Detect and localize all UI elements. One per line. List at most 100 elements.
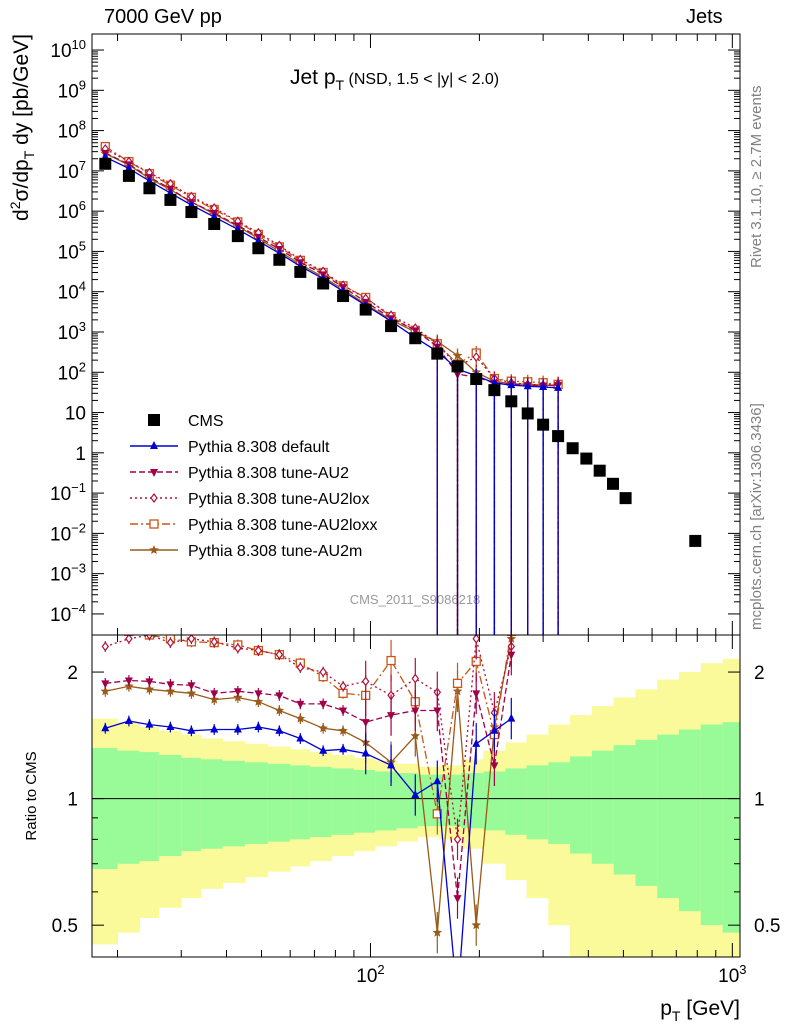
data-point — [231, 230, 244, 243]
ratio-marker-AU2m — [233, 692, 243, 702]
band-inner-bin — [267, 763, 291, 842]
ratio-marker-AU2 — [166, 681, 175, 690]
data-point — [185, 206, 198, 219]
ratio-marker-default — [319, 745, 328, 754]
band-inner-bin — [331, 768, 355, 835]
band-inner-bin — [700, 724, 724, 926]
ratio-marker-AU2lox — [210, 636, 218, 647]
y-tick-label: 108 — [58, 118, 86, 143]
ratio-marker-default — [490, 725, 499, 734]
band-inner-bin — [290, 765, 311, 840]
ratio-marker-AU2lox — [145, 635, 154, 640]
y-tick-label: 106 — [58, 198, 86, 223]
band-inner-bin — [92, 747, 119, 870]
legend-marker-AU2loxx — [149, 519, 159, 529]
ratio-marker-AU2loxx — [452, 678, 463, 689]
band-inner-bin — [139, 752, 160, 862]
y-tick-label: 10−2 — [50, 520, 86, 545]
ratio-marker-AU2 — [101, 680, 110, 689]
ratio-marker-default — [296, 733, 305, 742]
band-inner-bin — [635, 739, 658, 886]
ratio-marker-AU2 — [145, 678, 154, 687]
y-tick-label: 1 — [75, 444, 86, 465]
data-point — [99, 157, 112, 170]
ratio-marker-default — [210, 724, 219, 733]
marker-default — [124, 163, 133, 172]
ratio-marker-AU2 — [296, 700, 305, 709]
legend-label-AU2m: Pythia 8.308 tune-AU2m — [188, 543, 362, 560]
ratio-marker-AU2m — [253, 696, 264, 706]
ratio-marker-AU2m — [318, 723, 328, 733]
ratio-marker-AU2m — [100, 686, 110, 696]
ratio-y-tick-label: 1 — [67, 790, 78, 811]
data-point — [619, 492, 632, 505]
data-point — [164, 193, 177, 206]
band-inner-bin — [570, 756, 593, 854]
marker-default — [554, 382, 563, 391]
series-data — [99, 157, 702, 547]
y-tick-label: 1010 — [50, 37, 86, 62]
legend-marker-default — [150, 441, 158, 449]
ratio-marker-AU2 — [339, 707, 348, 716]
ratio-marker-AU2m — [274, 705, 285, 715]
ratio-marker-AU2 — [433, 707, 442, 716]
ratio-line-AU2m — [105, 638, 512, 933]
data-point — [431, 347, 444, 360]
band-inner-bin — [309, 766, 332, 838]
y-tick-label: 10 — [65, 404, 86, 425]
ratio-marker-AU2 — [233, 688, 242, 697]
ratio-marker-default — [101, 723, 110, 732]
data-point — [294, 265, 307, 278]
ratio-marker-AU2lox — [166, 637, 175, 648]
data-point — [607, 477, 620, 490]
ratio-uncertainty-bands — [92, 658, 740, 957]
data-point — [451, 360, 464, 373]
ratio-marker-default — [187, 725, 196, 734]
band-inner-bin — [244, 762, 269, 844]
ratio-marker-default — [361, 748, 370, 757]
band-inner-bin — [505, 768, 528, 835]
x-axis-title: pT [GeV] — [660, 997, 740, 1024]
main-plot-title: Jet pT (NSD, 1.5 < |y| < 2.0) — [290, 66, 499, 93]
ratio-series-layer — [100, 635, 517, 957]
y-tick-label: 104 — [58, 279, 86, 304]
legend-label-data: CMS — [188, 413, 224, 430]
ratio-marker-AU2 — [387, 712, 396, 721]
ratio-series-default — [101, 697, 516, 957]
y-tick-label: 10−4 — [50, 601, 86, 626]
ratio-marker-AU2 — [472, 690, 481, 699]
data-point — [359, 303, 372, 316]
legend-marker-AU2lox — [150, 493, 158, 503]
marker-default — [210, 211, 219, 220]
data-point — [143, 182, 156, 195]
ratio-y-tick-label: 0.5 — [52, 916, 78, 937]
ratio-marker-default — [507, 713, 516, 722]
ratio-series-AU2 — [101, 635, 516, 919]
ratio-y-tick-label: 2 — [754, 663, 765, 684]
ratio-y-tick-label: 0.5 — [754, 916, 780, 937]
ratio-marker-AU2 — [319, 700, 328, 709]
marker-default — [507, 380, 516, 389]
main-y-axis: 101010910810710610510410310210110−110−21… — [50, 37, 740, 626]
ratio-marker-default — [411, 789, 420, 798]
ratio-line-AU2lox — [105, 635, 512, 840]
ratio-marker-AU2 — [187, 682, 196, 691]
marker-AU2m — [452, 350, 463, 360]
marker-AU2lox — [472, 351, 480, 362]
band-inner-bin — [678, 729, 702, 912]
ratio-marker-AU2loxx — [124, 635, 134, 636]
ratio-series-AU2lox — [101, 635, 516, 861]
band-inner-bin — [375, 771, 397, 831]
ratio-marker-AU2 — [210, 690, 219, 699]
ratio-marker-AU2lox — [361, 676, 370, 687]
ratio-marker-default — [433, 776, 442, 785]
ratio-marker-AU2 — [453, 895, 462, 904]
band-inner-bin — [613, 745, 636, 875]
band-inner-bin — [548, 762, 571, 844]
ratio-marker-AU2lox — [275, 649, 284, 660]
ratio-marker-AU2lox — [125, 635, 133, 644]
data-point — [470, 373, 483, 386]
ratio-marker-AU2 — [507, 651, 516, 660]
ratio-plot-frame — [91, 634, 741, 958]
ratio-marker-default — [166, 722, 175, 731]
